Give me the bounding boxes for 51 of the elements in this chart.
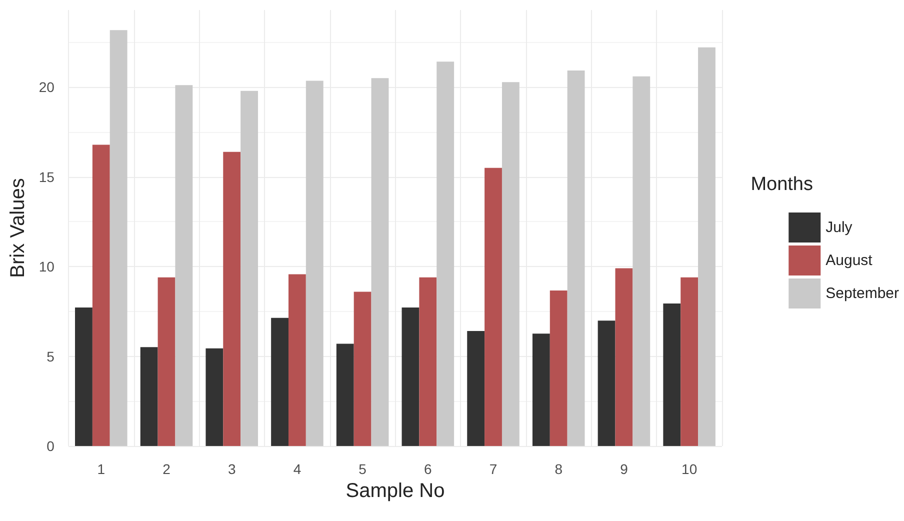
bar xyxy=(288,274,306,446)
bar xyxy=(92,144,110,446)
bar xyxy=(371,78,389,446)
bar xyxy=(158,277,176,446)
bar xyxy=(223,152,241,446)
bar xyxy=(354,292,372,446)
bar xyxy=(402,307,420,446)
x-tick-label: 2 xyxy=(162,461,171,477)
bar xyxy=(306,80,324,446)
bar xyxy=(502,82,520,446)
legend-title: Months xyxy=(750,174,814,195)
bar xyxy=(271,318,288,446)
bar xyxy=(336,344,354,446)
bar xyxy=(567,70,585,446)
legend-label: August xyxy=(826,252,874,269)
x-tick-label: 1 xyxy=(97,461,106,477)
x-tick-label: 3 xyxy=(228,461,236,477)
y-tick-label: 10 xyxy=(38,258,55,275)
x-tick-label: 4 xyxy=(293,461,302,477)
x-tick-label: 5 xyxy=(358,461,367,477)
bar xyxy=(532,334,550,446)
bar xyxy=(240,90,258,446)
bar xyxy=(75,307,92,446)
x-tick-label: 10 xyxy=(682,461,698,477)
bar xyxy=(550,290,568,446)
bar xyxy=(467,330,485,446)
bar xyxy=(436,62,454,446)
x-tick-label: 6 xyxy=(424,461,432,477)
x-tick-label: 9 xyxy=(620,461,628,477)
bar xyxy=(615,268,633,446)
legend-label: July xyxy=(826,219,853,236)
y-tick-label: 20 xyxy=(38,79,55,96)
bar xyxy=(598,320,616,446)
y-axis-title: Brix Values xyxy=(7,178,29,278)
x-tick-label: 8 xyxy=(554,461,563,477)
legend-label: September xyxy=(826,285,900,302)
bar xyxy=(110,30,128,446)
bar xyxy=(632,76,650,446)
bar xyxy=(680,277,698,446)
y-tick-label: 15 xyxy=(38,168,55,185)
bar xyxy=(206,348,224,446)
bar xyxy=(663,304,681,446)
bar xyxy=(698,47,716,446)
bar xyxy=(484,168,502,446)
bar xyxy=(175,85,193,446)
y-tick-label: 5 xyxy=(46,348,55,364)
x-axis-title: Sample No xyxy=(346,480,445,502)
bar xyxy=(419,277,437,446)
x-tick-label: 7 xyxy=(489,461,498,477)
y-tick-label: 0 xyxy=(46,438,55,454)
bar xyxy=(140,347,158,446)
